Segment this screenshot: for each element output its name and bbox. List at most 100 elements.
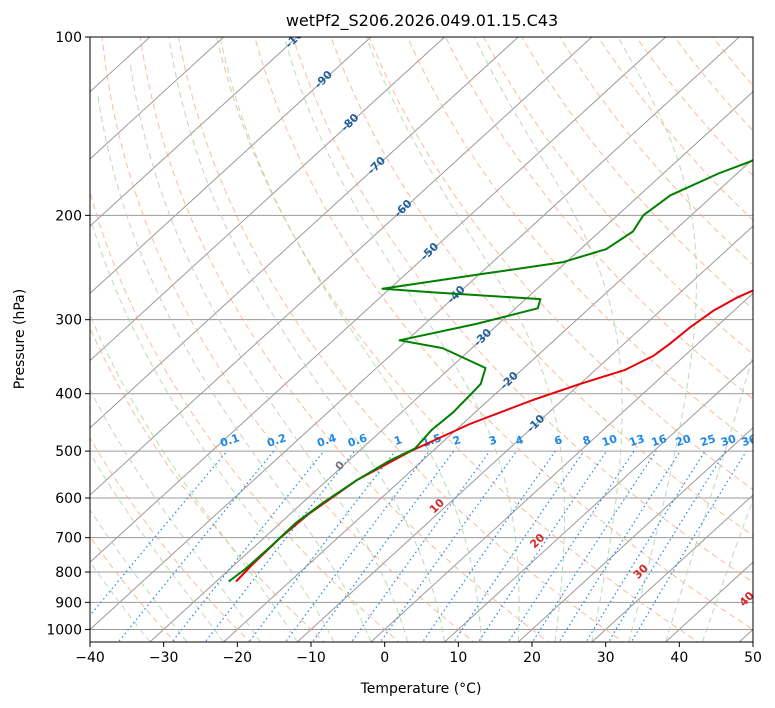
dry-adiabat-line xyxy=(90,190,400,642)
dry-adiabat-line xyxy=(177,37,625,642)
y-tick-label: 200 xyxy=(55,208,82,224)
x-tick-label: 40 xyxy=(670,650,688,666)
isotherm-line xyxy=(90,37,446,362)
mixing-ratio-label: 0.1 xyxy=(219,431,242,449)
moist-adiabat-line xyxy=(90,452,225,642)
dry-adiabat-line xyxy=(368,37,753,491)
x-tick-label: −10 xyxy=(296,650,326,666)
y-tick-label: 600 xyxy=(55,491,82,507)
temperature-line xyxy=(235,289,753,583)
isotherm-line xyxy=(90,37,298,227)
mixing-ratio-line xyxy=(117,450,275,642)
moist-adiabat-line xyxy=(701,498,753,642)
plot-frame xyxy=(89,36,754,643)
moist-adiabat-line xyxy=(129,61,409,642)
y-tick-label: 1000 xyxy=(46,622,82,638)
y-axis: 100 200 300 400 500 600 700 800 900 1000 xyxy=(46,30,90,638)
y-tick-label: 500 xyxy=(55,444,82,460)
dry-adiabat-line xyxy=(101,37,475,642)
mixing-ratio-line xyxy=(507,450,635,642)
chart-title: wetPf2_S206.2026.049.01.15.C43 xyxy=(286,11,558,31)
dry-adiabat-line xyxy=(216,37,699,642)
dry-adiabat-line xyxy=(483,37,753,355)
mixing-ratio-label: 30 xyxy=(719,432,738,449)
mixing-ratio-line xyxy=(558,450,681,642)
x-axis: −40 −30 −20 −10 0 10 20 30 40 50 xyxy=(75,642,762,666)
mixing-ratio-label: 20 xyxy=(674,432,693,449)
mixing-ratio-label: 16 xyxy=(650,432,669,449)
isotherm-line xyxy=(370,292,753,642)
mixing-ratio-label: 2 xyxy=(451,433,462,448)
moist-adiabat-line xyxy=(617,37,697,642)
dry-adiabat-label: 0 xyxy=(333,458,348,473)
mixing-ratio-label: 25 xyxy=(699,432,718,449)
dry-adiabat-line xyxy=(292,37,753,583)
y-tick-label: 700 xyxy=(55,531,82,547)
mixing-ratio-label: 13 xyxy=(628,432,647,449)
background-lines xyxy=(90,37,753,642)
mixing-ratio-label: 4 xyxy=(514,433,526,448)
mixing-ratio-label: 36 xyxy=(740,432,759,449)
isotherm-line xyxy=(90,37,740,631)
isotherm-line xyxy=(664,561,753,642)
y-axis-title: Pressure (hPa) xyxy=(12,289,28,389)
moist-adiabat-line xyxy=(90,215,335,642)
isotherm-line xyxy=(517,427,753,642)
mixing-ratio-label: 1 xyxy=(392,433,403,448)
mixing-ratio-label: 0.4 xyxy=(315,431,338,449)
mixing-ratio-line xyxy=(531,450,657,642)
x-tick-label: −20 xyxy=(223,650,253,666)
mixing-ratio-line xyxy=(90,450,228,617)
mixing-ratio-label: 0.2 xyxy=(265,431,288,449)
moist-adiabat-line xyxy=(219,37,482,642)
mixing-ratio-line xyxy=(477,450,608,642)
y-tick-label: 900 xyxy=(55,595,82,611)
mixing-ratio-label: 6 xyxy=(553,433,565,448)
isotherm-line xyxy=(296,225,753,642)
isotherm-line xyxy=(443,359,753,642)
y-tick-label: 100 xyxy=(55,30,82,46)
profile-lines xyxy=(228,159,753,583)
mixing-ratio-line xyxy=(350,450,491,642)
isotherm-line xyxy=(90,37,225,160)
mixing-ratio-line xyxy=(453,450,585,642)
x-axis-title: Temperature (°C) xyxy=(360,681,482,697)
mixing-ratio-line xyxy=(585,450,706,642)
dry-adiabat-line xyxy=(330,37,753,537)
x-tick-label: 20 xyxy=(523,650,541,666)
dry-adiabat-label: 30 xyxy=(631,561,651,581)
dry-adiabat-label: 40 xyxy=(737,589,757,609)
y-tick-label: 400 xyxy=(55,387,82,403)
isotherm-line xyxy=(222,158,753,642)
mixing-ratio-line xyxy=(248,450,396,642)
dry-adiabat-line xyxy=(521,37,753,310)
mixing-ratio-label: 3 xyxy=(487,433,498,448)
dewpoint-line xyxy=(228,159,753,583)
moist-adiabat-line xyxy=(283,37,520,642)
mixing-ratio-line xyxy=(311,450,455,642)
x-tick-label: −40 xyxy=(75,650,105,666)
mixing-ratio-line xyxy=(630,450,747,642)
x-tick-label: 30 xyxy=(597,650,615,666)
dry-adiabat-label: 20 xyxy=(527,531,547,551)
moist-adiabat-line xyxy=(90,313,298,642)
isotherm-line xyxy=(738,628,753,642)
isotherm-line xyxy=(90,37,519,429)
x-tick-label: 50 xyxy=(744,650,762,666)
moist-adiabat-line xyxy=(97,94,372,642)
dry-adiabat-line xyxy=(90,327,326,642)
y-tick-label: 800 xyxy=(55,565,82,581)
mixing-ratio-label: 0.6 xyxy=(346,431,369,449)
mixing-ratio-label: 8 xyxy=(581,433,592,448)
mixing-ratio-line xyxy=(171,450,325,642)
dry-adiabat-line xyxy=(750,37,753,41)
mixing-ratio-label: 10 xyxy=(600,432,619,449)
mixing-ratio-line xyxy=(204,450,356,642)
moist-adiabat-line xyxy=(90,388,261,642)
mixing-ratio-line xyxy=(607,450,727,642)
x-tick-label: 10 xyxy=(449,650,467,666)
dry-adiabat-line xyxy=(711,37,753,87)
moist-adiabat-line xyxy=(168,37,446,642)
isotherm-line xyxy=(149,90,753,642)
